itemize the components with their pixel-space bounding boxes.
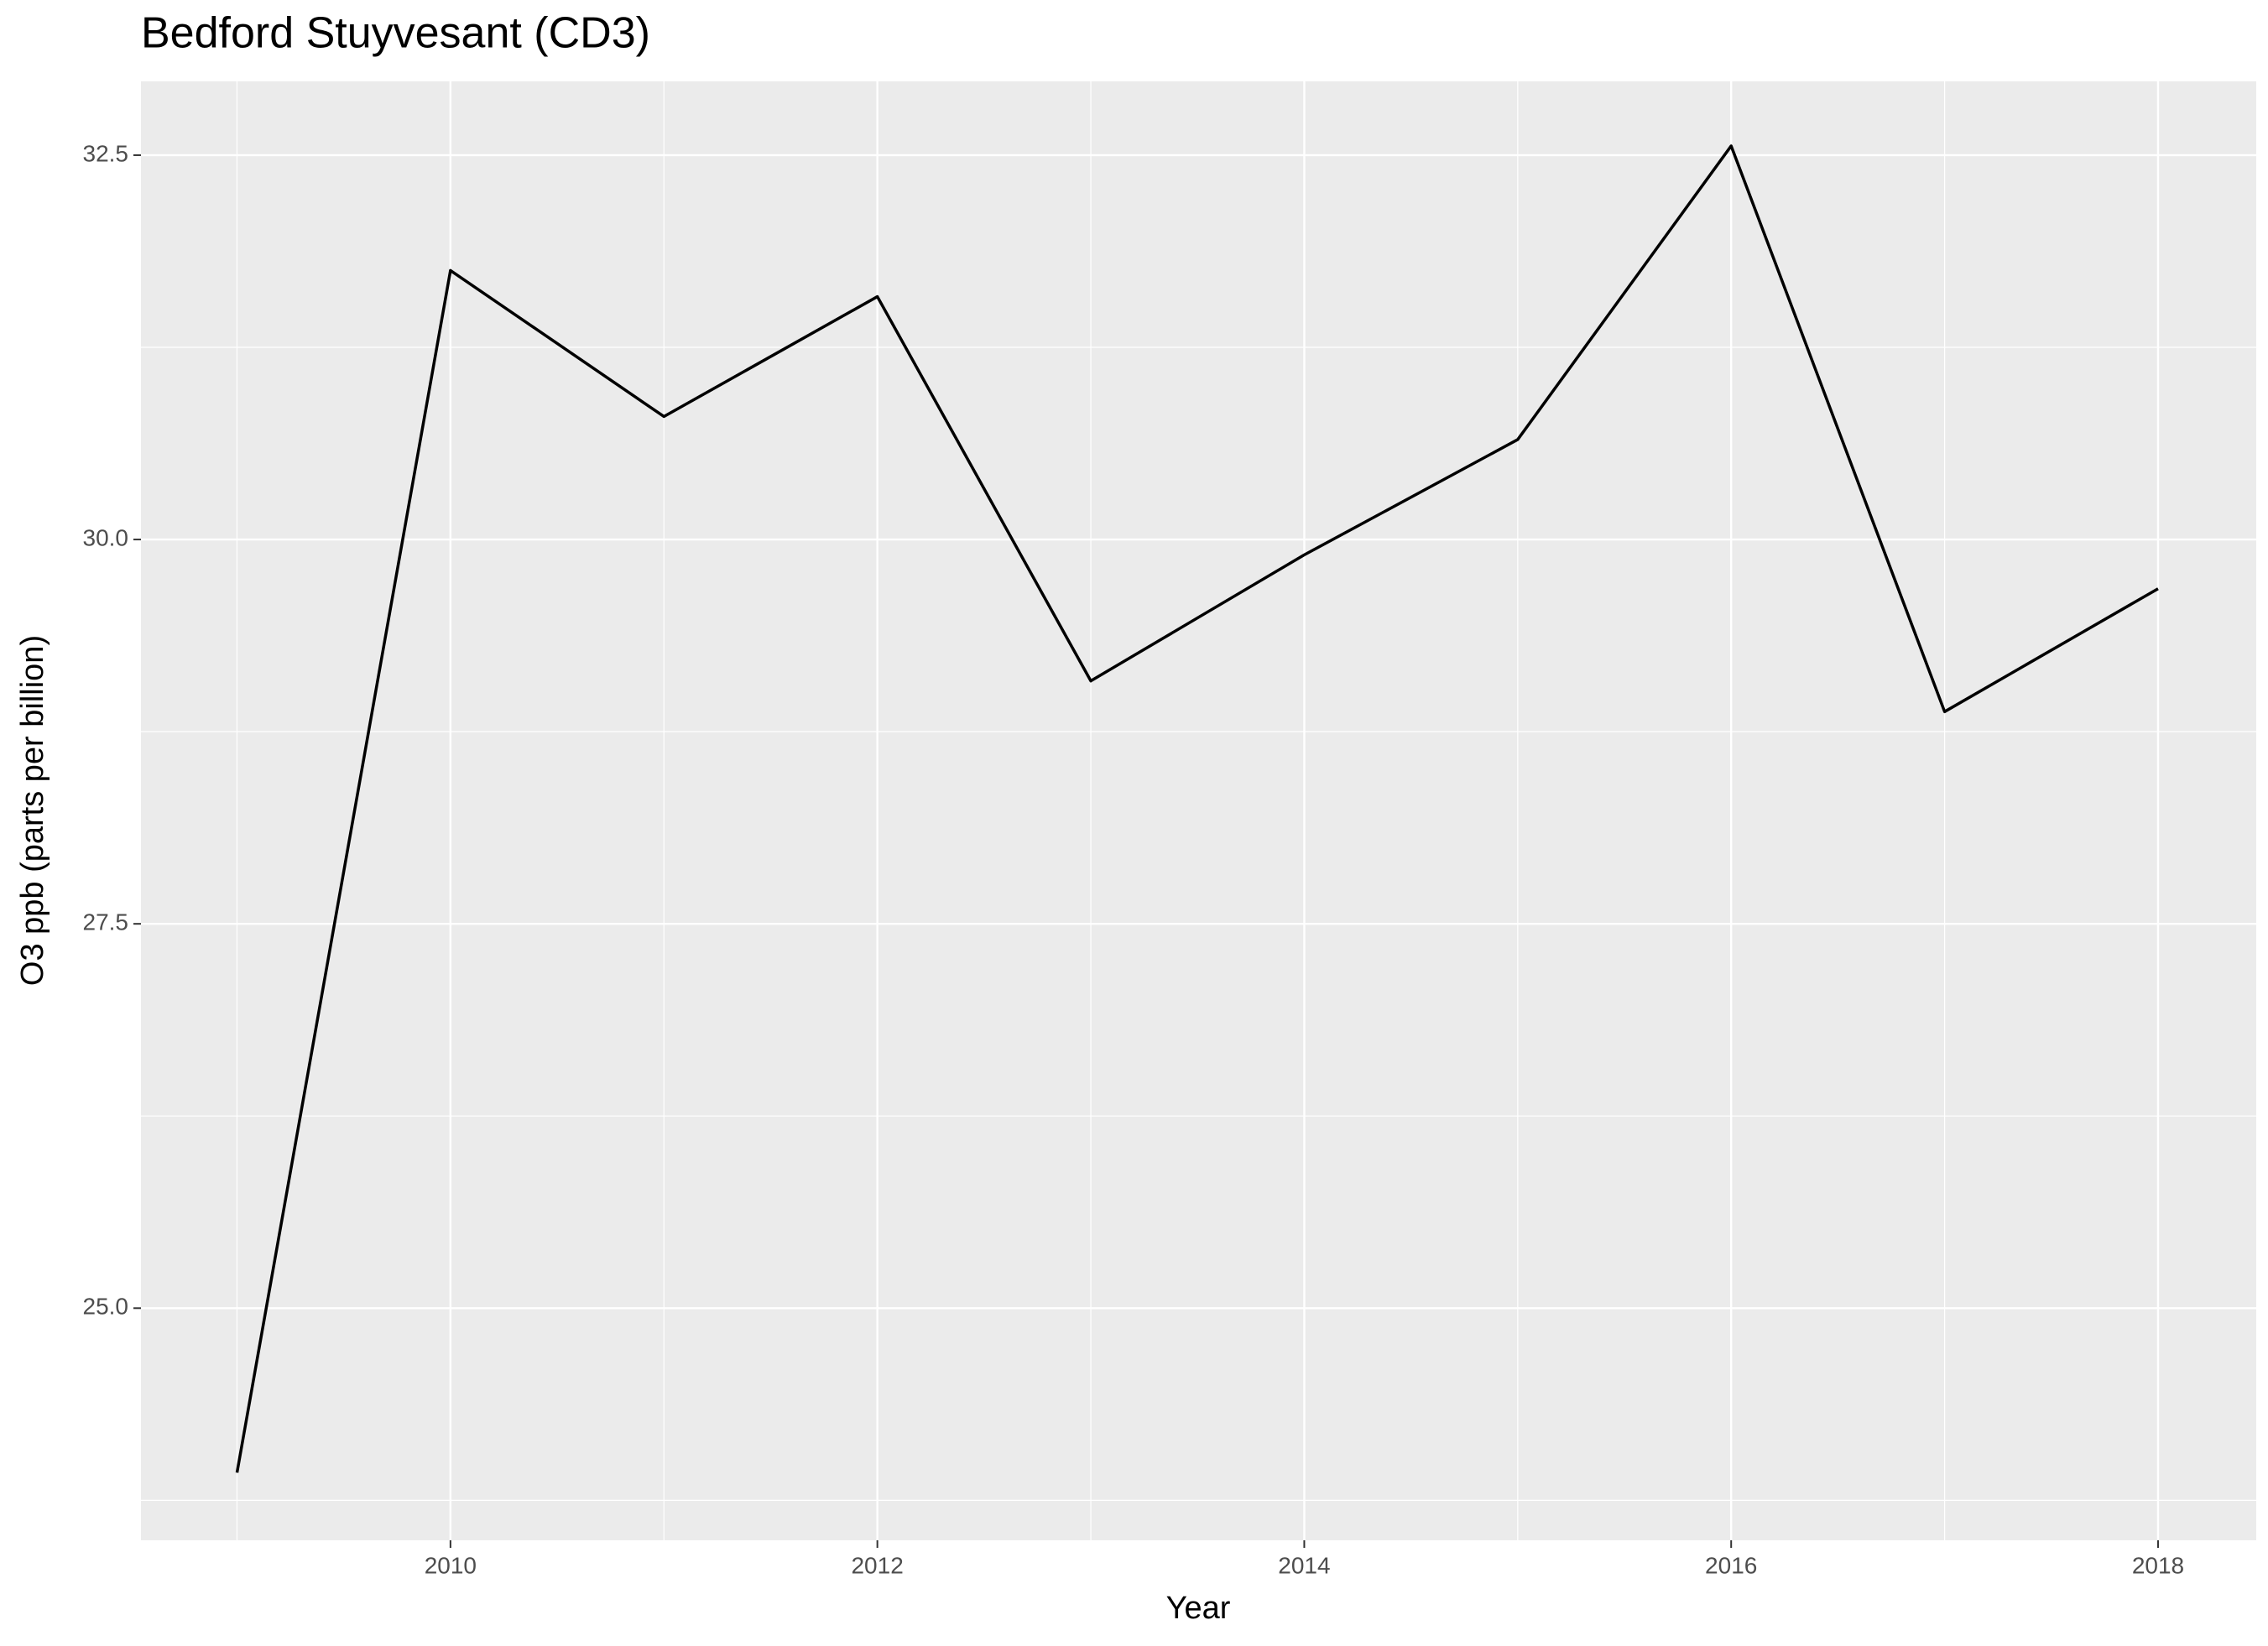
x-tick-label: 2018: [2132, 1552, 2184, 1578]
y-tick-label: 32.5: [83, 140, 129, 166]
x-tick-label: 2012: [851, 1552, 903, 1578]
line: [235, 144, 2159, 1473]
y-axis-title: O3 ppb (parts per billion): [15, 635, 50, 986]
y-tick-label: 27.5: [83, 909, 129, 935]
x-tick-label: 2016: [1705, 1552, 1757, 1578]
x-tick-label: 2014: [1278, 1552, 1330, 1578]
y-tick-label: 25.0: [83, 1294, 129, 1320]
panel: [141, 81, 2256, 1540]
x-axis-title: Year: [1166, 1591, 1231, 1626]
y-tick-label: 30.0: [83, 524, 129, 550]
chart-title: Bedford Stuyvesant (CD3): [141, 9, 650, 58]
x-tick-label: 2010: [425, 1552, 477, 1578]
